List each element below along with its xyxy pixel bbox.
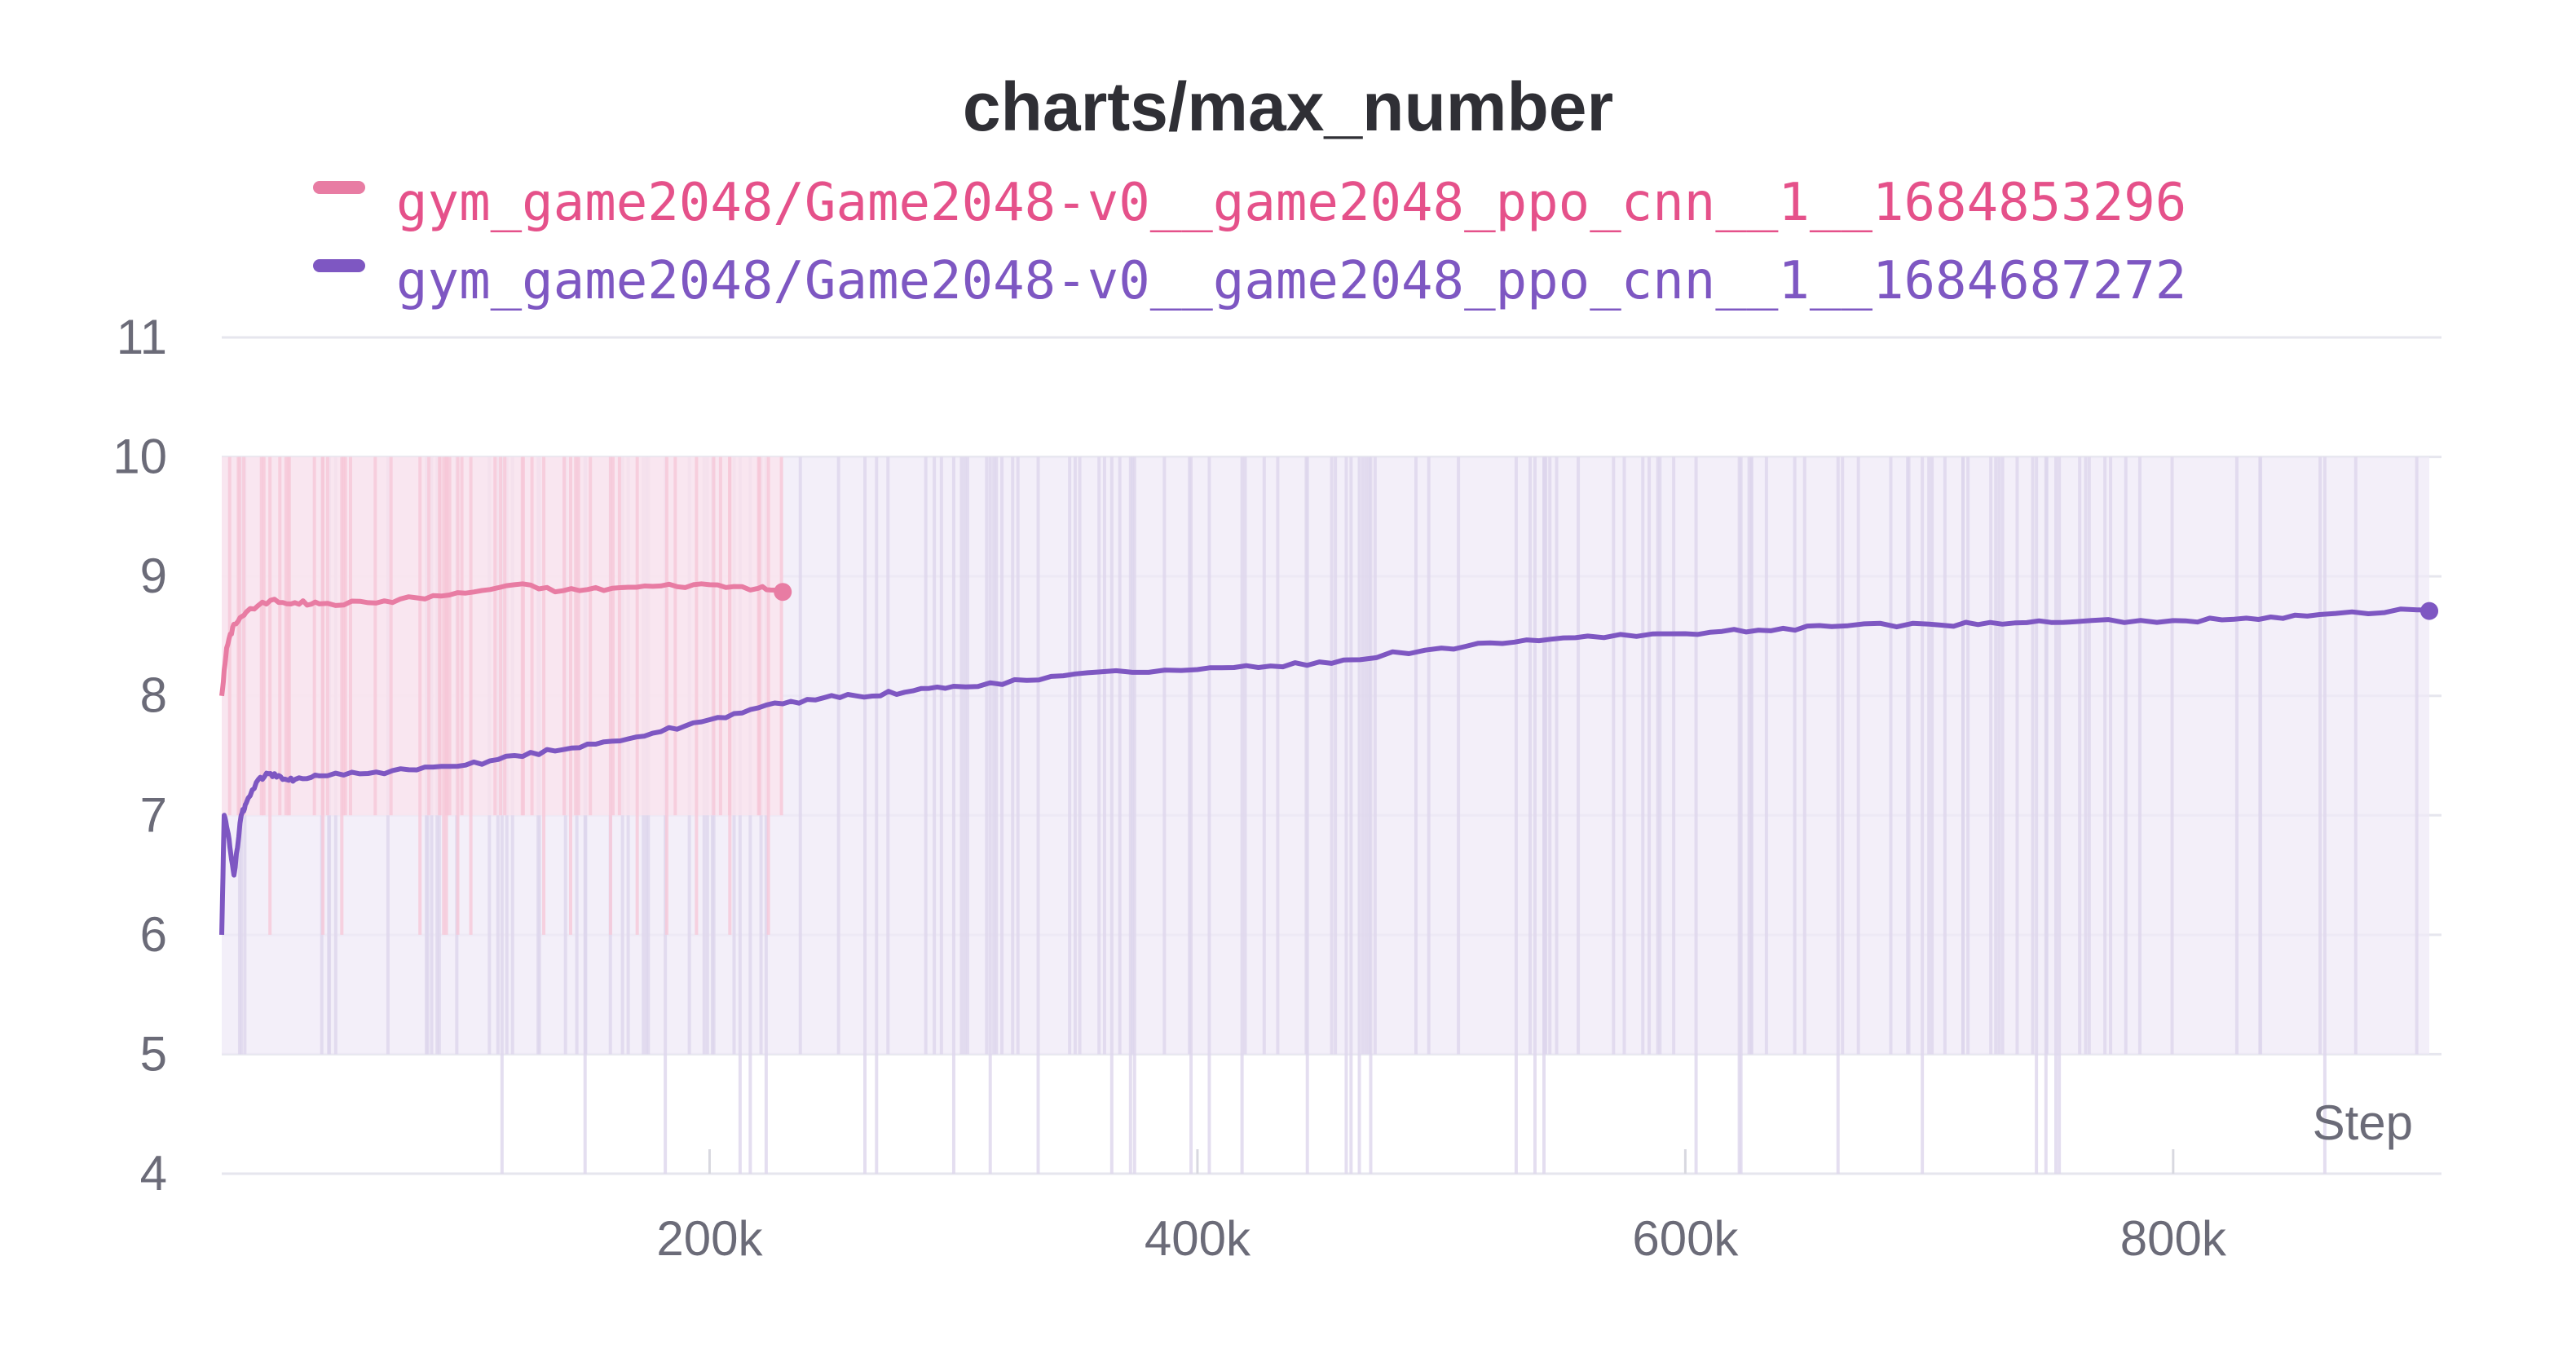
x-axis-ticks: 200k 400k 600k 800k — [656, 1149, 2227, 1266]
x-tick-label: 600k — [1632, 1211, 1739, 1266]
y-tick-label: 5 — [140, 1026, 167, 1081]
raw-value-bands — [222, 456, 2430, 1174]
legend-item-series-2[interactable]: gym_game2048/Game2048-v0__game2048_ppo_c… — [313, 251, 2186, 311]
y-tick-label: 6 — [140, 907, 167, 962]
chart-title: charts/max_number — [963, 68, 1613, 145]
x-tick-label: 800k — [2120, 1211, 2227, 1266]
legend-label-series-1: gym_game2048/Game2048-v0__game2048_ppo_c… — [396, 173, 2186, 233]
series-end-marker-2 — [2420, 602, 2439, 620]
x-axis-label: Step — [2313, 1095, 2413, 1150]
x-tick-label: 200k — [656, 1211, 763, 1266]
series-end-marker-1 — [774, 583, 792, 602]
series-line-1 — [219, 581, 784, 697]
series-lines — [219, 581, 2439, 935]
y-tick-label: 4 — [140, 1146, 167, 1201]
y-axis-ticks: 4 5 6 7 8 9 10 11 — [112, 310, 167, 1201]
legend-item-series-1[interactable]: gym_game2048/Game2048-v0__game2048_ppo_c… — [313, 173, 2186, 233]
legend-swatch-series-1 — [313, 181, 365, 194]
y-tick-label: 9 — [140, 549, 167, 603]
y-tick-label: 7 — [140, 787, 167, 842]
y-tick-label: 11 — [117, 310, 167, 364]
series-line-2 — [219, 606, 2432, 935]
legend-label-series-2: gym_game2048/Game2048-v0__game2048_ppo_c… — [396, 251, 2186, 311]
x-tick-label: 400k — [1145, 1211, 1251, 1266]
legend-swatch-series-2 — [313, 259, 365, 272]
legend: gym_game2048/Game2048-v0__game2048_ppo_c… — [313, 173, 2186, 311]
raw-band-series-1 — [222, 456, 783, 816]
y-tick-label: 10 — [112, 430, 167, 484]
y-tick-label: 8 — [140, 668, 167, 723]
